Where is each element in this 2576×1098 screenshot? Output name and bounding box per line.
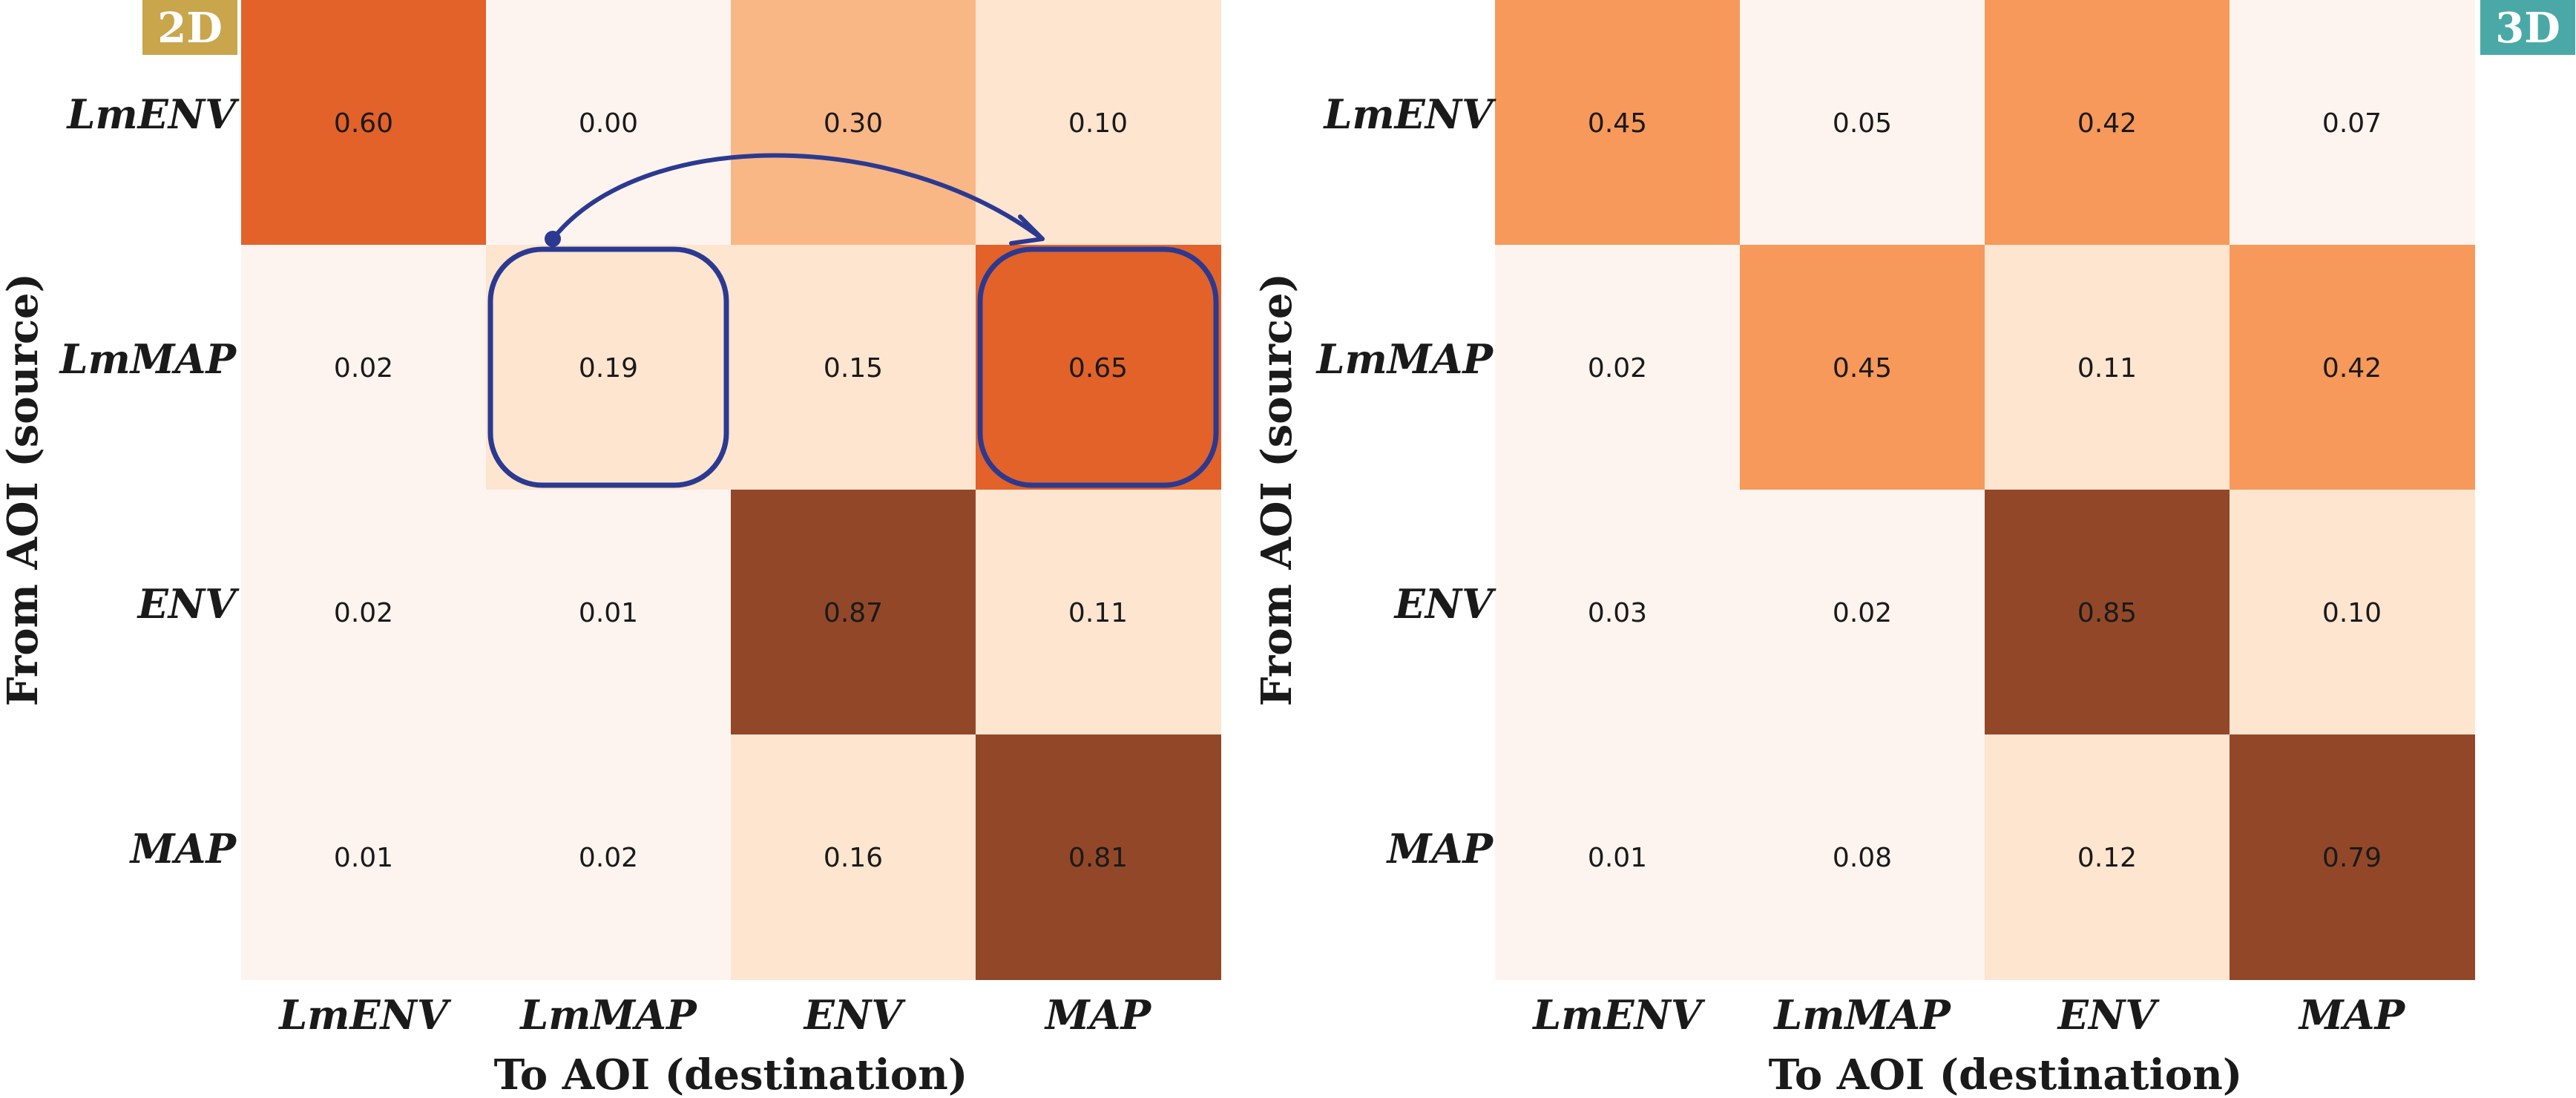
heatmap-cell — [731, 0, 976, 246]
cell-value-label: 0.15 — [824, 353, 883, 384]
heatmap-cell — [486, 490, 732, 735]
cell-value-label: 0.45 — [1833, 353, 1892, 384]
x-tick-label: ENV — [2057, 991, 2161, 1039]
heatmap-cell — [1740, 734, 1985, 980]
y-tick-label: LmENV — [1322, 91, 1496, 138]
x-tick-label: LmMAP — [1772, 991, 1951, 1039]
x-tick-label: MAP — [1044, 991, 1152, 1039]
heatmap-cell — [241, 490, 487, 735]
heatmap-cell — [1985, 490, 2230, 735]
cell-value-label: 0.81 — [1068, 843, 1128, 873]
heatmap-cell — [1985, 734, 2230, 980]
cell-value-label: 0.42 — [2077, 108, 2137, 139]
y-tick-label: ENV — [1393, 580, 1497, 628]
x-axis-label: To AOI (destination) — [1769, 1051, 2243, 1098]
y-tick-label: LmMAP — [1315, 335, 1494, 383]
cell-value-label: 0.02 — [1588, 353, 1647, 384]
heatmap-cell — [1495, 0, 1741, 246]
cell-value-label: 0.11 — [1068, 598, 1128, 628]
cell-value-label: 0.12 — [2077, 843, 2137, 873]
y-tick-label: LmMAP — [59, 335, 237, 383]
heatmap-cell — [1985, 0, 2230, 246]
heatmap-cell — [2230, 734, 2475, 980]
y-tick-label: LmENV — [65, 91, 240, 138]
x-tick-label: ENV — [803, 991, 907, 1039]
cell-value-label: 0.60 — [334, 108, 393, 139]
heatmap-cell — [731, 245, 976, 490]
cell-value-label: 0.01 — [579, 598, 638, 628]
highlight-outline — [487, 246, 729, 488]
heatmap-cell — [1495, 490, 1741, 735]
cell-value-label: 0.79 — [2322, 843, 2382, 873]
x-tick-label: LmENV — [1531, 991, 1706, 1039]
highlight-outline — [977, 246, 1219, 488]
heatmap-cell — [976, 0, 1221, 246]
cell-value-label: 0.10 — [2322, 598, 2382, 628]
heatmap-cell — [2230, 245, 2475, 490]
x-axis-label: To AOI (destination) — [494, 1051, 968, 1098]
cell-value-label: 0.85 — [2077, 598, 2137, 628]
cell-value-label: 0.02 — [1833, 598, 1892, 628]
cell-value-label: 0.05 — [1833, 108, 1892, 139]
heatmap-cell — [486, 734, 732, 980]
cell-value-label: 0.45 — [1588, 108, 1647, 139]
panel-badge-label: 3D — [2495, 4, 2560, 53]
x-tick-label: LmENV — [277, 991, 452, 1039]
heatmap-cell — [1985, 245, 2230, 490]
cell-value-label: 0.01 — [1588, 843, 1647, 873]
heatmap-cell — [976, 490, 1221, 735]
heatmap-cell — [1495, 734, 1741, 980]
panel-badge — [2480, 0, 2575, 55]
heatmap-cell — [486, 245, 732, 490]
heatmap-cell — [241, 245, 487, 490]
heatmap-panel-3d: 0.45 0.05 0.42 0.07 0.02 0.45 0.11 0.42 0.03 0.02… — [1252, 0, 2575, 1098]
heatmap-cell — [241, 0, 487, 246]
cell-value-label: 0.42 — [2322, 353, 2382, 384]
transition-arrow — [551, 153, 1045, 241]
cell-value-label: 0.02 — [579, 843, 638, 873]
y-tick-label: MAP — [1386, 825, 1494, 872]
cell-value-label: 0.08 — [1833, 843, 1892, 873]
heatmap-cell — [241, 734, 487, 980]
heatmap-cell — [1495, 245, 1741, 490]
heatmap-cell — [1740, 490, 1985, 735]
heatmap-cell — [486, 0, 732, 246]
cell-value-label: 0.10 — [1068, 108, 1128, 139]
heatmap-cell — [2230, 490, 2475, 735]
cell-value-label: 0.19 — [579, 353, 638, 384]
cell-value-label: 0.03 — [1588, 598, 1647, 628]
heatmap-cell — [976, 734, 1221, 980]
panel-badge — [142, 0, 237, 55]
heatmap-panel-2d: 0.60 0.00 0.30 0.10 0.02 0.19 0.15 0.65 0.02 0.01… — [0, 0, 1221, 1098]
cell-value-label: 0.16 — [824, 843, 883, 873]
heatmap-cell — [731, 490, 976, 735]
y-axis-label: From AOI (source) — [1252, 273, 1301, 706]
cell-value-label: 0.11 — [2077, 353, 2137, 384]
heatmap-cell — [1740, 0, 1985, 246]
cell-value-label: 0.00 — [579, 108, 638, 139]
x-tick-label: MAP — [2298, 991, 2406, 1039]
heatmap-cell — [731, 734, 976, 980]
cell-value-label: 0.87 — [824, 598, 883, 628]
y-axis-label: From AOI (source) — [0, 273, 47, 706]
arrow-start-dot — [545, 231, 561, 247]
arrow-head — [1009, 214, 1045, 246]
heatmap-cell — [2230, 0, 2475, 246]
cell-value-label: 0.01 — [334, 843, 393, 873]
cell-value-label: 0.07 — [2322, 108, 2382, 139]
cell-value-label: 0.30 — [824, 108, 883, 139]
panel-badge-label: 2D — [157, 4, 223, 53]
cell-value-label: 0.02 — [334, 598, 393, 628]
x-tick-label: LmMAP — [519, 991, 697, 1039]
y-tick-label: ENV — [137, 580, 240, 628]
cell-value-label: 0.65 — [1068, 353, 1128, 384]
heatmap-cell — [976, 245, 1221, 490]
heatmap-cell — [1740, 245, 1985, 490]
y-tick-label: MAP — [129, 825, 237, 872]
cell-value-label: 0.02 — [334, 353, 393, 384]
